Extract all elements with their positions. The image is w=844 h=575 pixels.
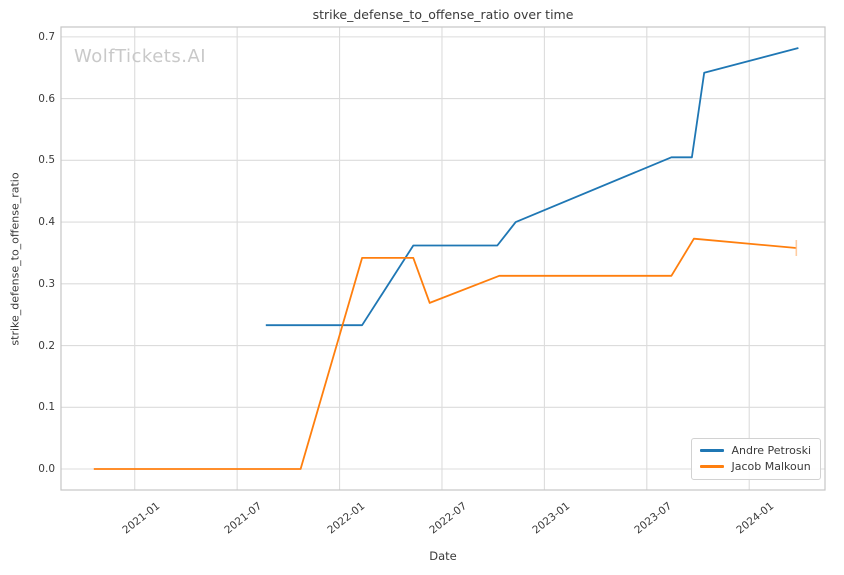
legend-label: Andre Petroski [731, 444, 811, 457]
y-axis-label: strike_defense_to_offense_ratio [8, 172, 22, 346]
y-tick-label: 0.5 [38, 154, 55, 167]
legend-line-icon [700, 465, 725, 468]
legend-label: Jacob Malkoun [731, 460, 811, 473]
y-tick-label: 0.7 [38, 30, 55, 43]
y-tick-label: 0.1 [38, 401, 55, 414]
legend: Andre Petroski Jacob Malkoun [691, 438, 821, 480]
legend-item-jacob-malkoun: Jacob Malkoun [700, 460, 811, 473]
y-tick-label: 0.3 [38, 277, 55, 290]
y-tick-label: 0.2 [38, 339, 55, 352]
watermark: WolfTickets.AI [74, 46, 207, 67]
legend-item-andre-petroski: Andre Petroski [700, 444, 811, 457]
chart-title: strike_defense_to_offense_ratio over tim… [312, 7, 574, 22]
y-tick-label: 0.6 [38, 92, 55, 105]
legend-line-icon [700, 449, 725, 452]
x-axis-label: Date [429, 549, 457, 563]
y-tick-label: 0.0 [38, 462, 55, 475]
y-tick-label: 0.4 [38, 215, 55, 228]
